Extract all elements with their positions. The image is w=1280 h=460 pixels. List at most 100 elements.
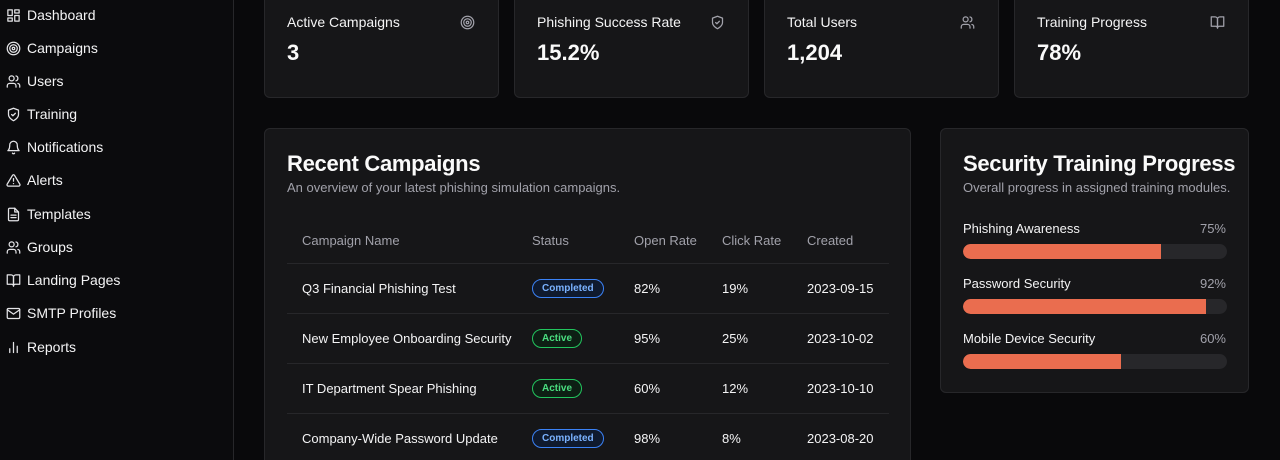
mail-icon [5,305,21,321]
stat-title: Phishing Success Rate [537,14,681,30]
table-row[interactable]: Company-Wide Password Update Completed 9… [287,413,889,460]
table-row[interactable]: New Employee Onboarding Security Active … [287,313,889,364]
open-rate: 95% [619,313,707,364]
progress-fill [963,299,1206,314]
sidebar-item-smtp-profiles[interactable]: SMTP Profiles [0,300,233,326]
progress-bar-password-security [963,299,1227,314]
stat-value: 3 [287,40,300,65]
stat-title: Training Progress [1037,14,1147,30]
campaign-name: New Employee Onboarding Security [287,313,517,364]
book-icon [5,272,21,288]
campaign-name: Q3 Financial Phishing Test [287,263,517,314]
stat-value: 15.2% [537,40,600,65]
target-icon [5,40,21,56]
column-header-open-rate[interactable]: Open Rate [619,219,707,264]
column-header-created[interactable]: Created [792,219,889,264]
created-date: 2023-09-15 [792,263,889,314]
campaign-name: Company-Wide Password Update [287,413,517,460]
stat-value: 1,204 [787,40,843,65]
sidebar-item-users[interactable]: Users [0,68,233,94]
sidebar-item-label: Reports [27,339,77,355]
open-rate: 98% [619,413,707,460]
bell-icon [5,139,21,155]
recent-campaigns-card: Recent Campaigns An overview of your lat… [264,128,911,460]
sidebar-item-label: Notifications [27,139,104,155]
click-rate: 19% [707,263,792,314]
module-percent: 92% [1199,276,1226,291]
users-icon [5,239,21,255]
sidebar-item-groups[interactable]: Groups [0,234,233,260]
status-cell: Active [517,313,619,364]
sidebar-item-templates[interactable]: Templates [0,201,233,227]
sidebar-item-notifications[interactable]: Notifications [0,134,233,160]
module-percent: 75% [1199,221,1226,236]
column-header-campaign-name[interactable]: Campaign Name [287,219,517,264]
sidebar-item-label: Users [27,73,64,89]
click-rate: 12% [707,363,792,414]
sidebar-item-label: Landing Pages [27,272,121,288]
click-rate: 25% [707,313,792,364]
table-header-row: Campaign Name Status Open Rate Click Rat… [287,219,889,264]
status-badge: Active [532,328,583,348]
stat-title: Active Campaigns [287,14,400,30]
progress-fill [963,354,1122,369]
sidebar-item-label: Training [27,106,78,122]
status-cell: Active [517,363,619,414]
sidebar-item-training[interactable]: Training [0,101,233,127]
status-cell: Completed [517,263,619,314]
column-header-click-rate[interactable]: Click Rate [707,219,792,264]
click-rate: 8% [707,413,792,460]
users-icon [5,73,21,89]
stat-card-phishing-success-rate: Phishing Success Rate 15.2% [514,0,749,98]
stat-title: Total Users [787,14,858,30]
shield-icon [5,106,21,122]
recent-campaigns-title: Recent Campaigns [287,151,481,176]
open-rate: 60% [619,363,707,414]
created-date: 2023-10-10 [792,363,889,414]
stat-card-active-campaigns: Active Campaigns 3 [264,0,499,98]
bar-chart-icon [5,339,21,355]
recent-campaigns-subtitle: An overview of your latest phishing simu… [287,180,621,195]
stat-card-training-progress: Training Progress 78% [1014,0,1249,98]
sidebar-item-campaigns[interactable]: Campaigns [0,35,233,61]
progress-bar-phishing-awareness [963,244,1227,259]
sidebar-item-alerts[interactable]: Alerts [0,167,233,193]
campaign-name: IT Department Spear Phishing [287,363,517,414]
file-text-icon [5,206,21,222]
sidebar-item-dashboard[interactable]: Dashboard [0,2,233,28]
shield-icon [710,15,726,31]
dashboard-icon [5,7,21,23]
sidebar-item-landing-pages[interactable]: Landing Pages [0,267,233,293]
stat-card-total-users: Total Users 1,204 [764,0,999,98]
column-header-status[interactable]: Status [517,219,619,264]
sidebar-item-label: Campaigns [27,40,98,56]
open-rate: 82% [619,263,707,314]
status-cell: Completed [517,413,619,460]
sidebar-item-reports[interactable]: Reports [0,334,233,360]
training-progress-subtitle: Overall progress in assigned training mo… [963,180,1231,195]
sidebar-item-label: Groups [27,239,73,255]
progress-bar-mobile-device-security [963,354,1227,369]
alert-triangle-icon [5,172,21,188]
progress-fill [963,244,1161,259]
module-label: Phishing Awareness [963,221,1080,236]
status-badge: Active [532,378,583,398]
book-icon [1210,15,1226,31]
module-percent: 60% [1199,331,1226,346]
campaigns-table: Campaign Name Status Open Rate Click Rat… [287,219,889,460]
status-badge: Completed [532,428,604,448]
created-date: 2023-10-02 [792,313,889,364]
sidebar-item-label: SMTP Profiles [27,305,117,321]
target-icon [460,15,476,31]
table-row[interactable]: Q3 Financial Phishing Test Completed 82%… [287,263,889,314]
table-row[interactable]: IT Department Spear Phishing Active 60% … [287,363,889,414]
stat-value: 78% [1037,40,1082,65]
module-label: Mobile Device Security [963,331,1096,346]
training-progress-title: Security Training Progress [963,151,1236,176]
users-icon [960,15,976,31]
sidebar-item-label: Dashboard [27,7,96,23]
sidebar: Dashboard Campaigns Users Training Notif… [0,0,234,460]
status-badge: Completed [532,278,604,298]
training-progress-card: Security Training Progress Overall progr… [940,128,1249,393]
module-label: Password Security [963,276,1071,291]
